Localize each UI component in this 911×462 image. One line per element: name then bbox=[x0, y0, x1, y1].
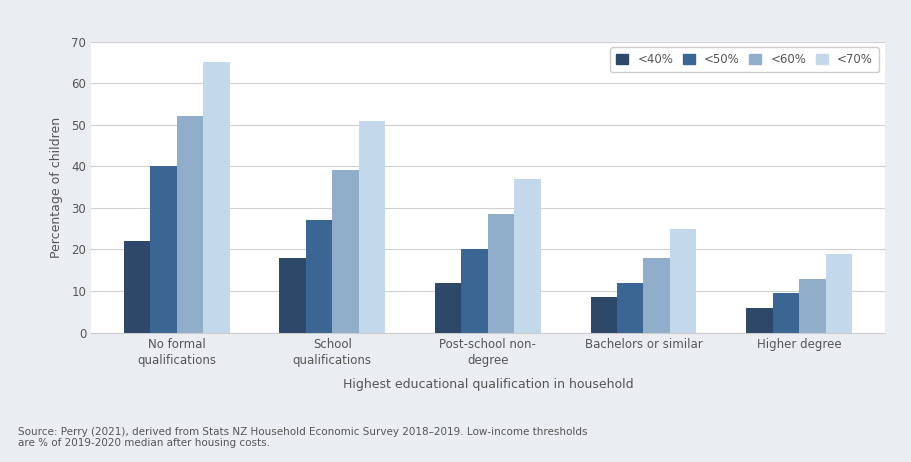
X-axis label: Highest educational qualification in household: Highest educational qualification in hou… bbox=[343, 377, 632, 390]
Y-axis label: Percentage of children: Percentage of children bbox=[50, 116, 63, 258]
Legend: <40%, <50%, <60%, <70%: <40%, <50%, <60%, <70% bbox=[609, 48, 878, 72]
Bar bbox=[514, 179, 540, 333]
Bar bbox=[461, 249, 487, 333]
Bar bbox=[617, 283, 643, 333]
Bar bbox=[332, 170, 358, 333]
Bar bbox=[279, 258, 305, 333]
Bar bbox=[772, 293, 798, 333]
Bar bbox=[124, 241, 150, 333]
Bar bbox=[824, 254, 851, 333]
Bar bbox=[358, 121, 384, 333]
Bar bbox=[643, 258, 670, 333]
Bar bbox=[798, 279, 824, 333]
Bar bbox=[745, 308, 772, 333]
Bar bbox=[305, 220, 332, 333]
Bar bbox=[177, 116, 203, 333]
Bar bbox=[203, 62, 230, 333]
Bar bbox=[487, 214, 514, 333]
Bar bbox=[590, 298, 617, 333]
Bar bbox=[435, 283, 461, 333]
Bar bbox=[670, 229, 696, 333]
Bar bbox=[150, 166, 177, 333]
Text: Source: Perry (2021), derived from Stats NZ Household Economic Survey 2018–2019.: Source: Perry (2021), derived from Stats… bbox=[18, 426, 587, 448]
